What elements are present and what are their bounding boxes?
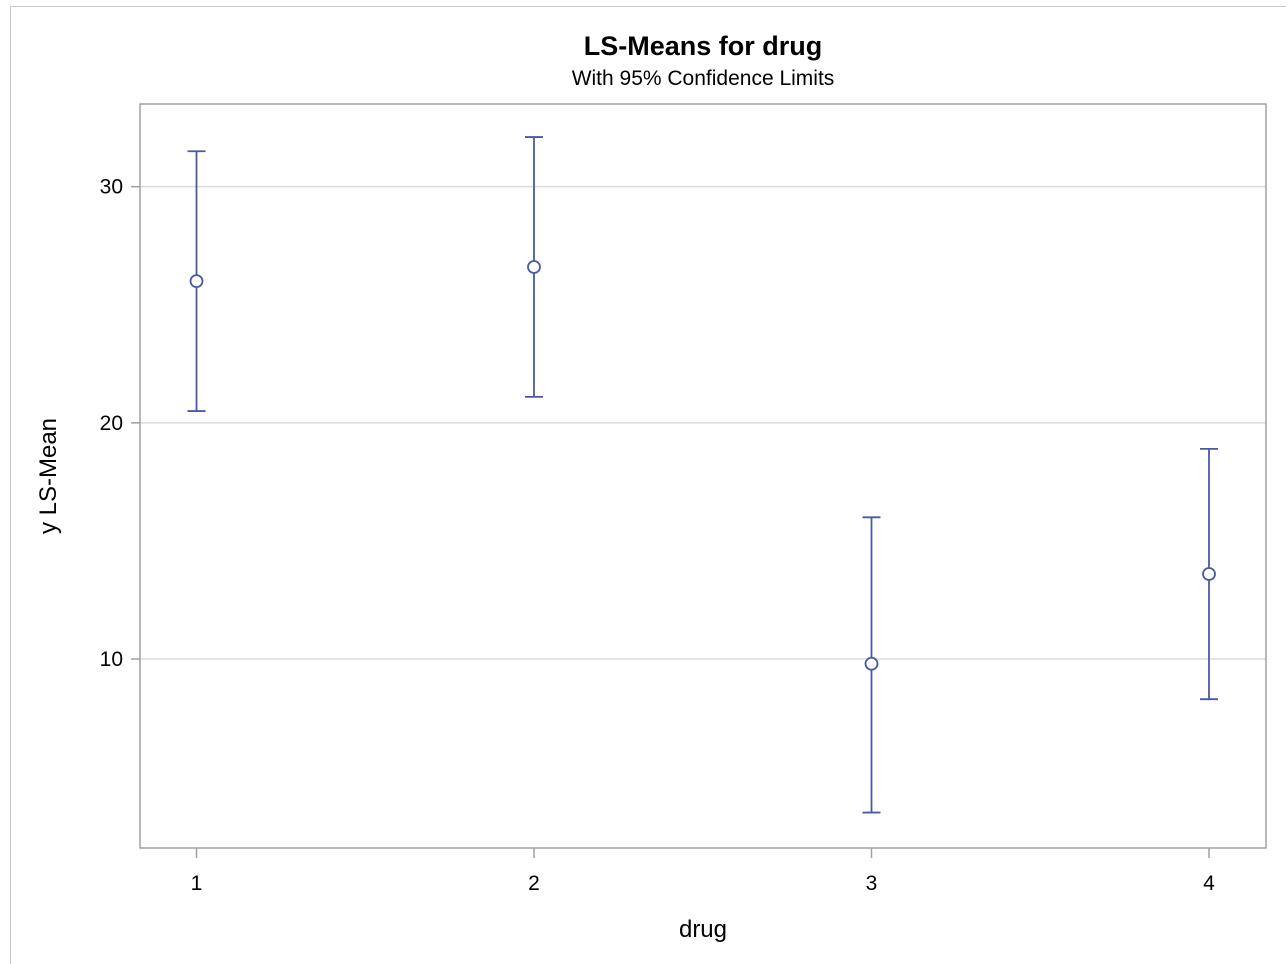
- ls-mean-point: [864, 656, 879, 671]
- data-marks: [187, 136, 1218, 814]
- ls-mean-point: [189, 274, 204, 289]
- chart-subtitle: With 95% Confidence Limits: [572, 67, 835, 90]
- x-tick-label: 3: [866, 872, 878, 895]
- chart-title: LS-Means for drug: [584, 31, 823, 61]
- x-tick-label: 1: [191, 872, 203, 895]
- chart-frame: [10, 6, 1286, 964]
- error-bar-group: [187, 150, 206, 412]
- x-axis: 1 2 3 4: [191, 848, 1215, 895]
- error-bar-group: [525, 136, 543, 398]
- plot-area: [139, 103, 1267, 849]
- ls-mean-point: [527, 260, 541, 274]
- y-tick-label: 30: [100, 176, 123, 199]
- error-bar-group: [1200, 447, 1218, 701]
- y-tick-label: 20: [100, 412, 123, 435]
- ls-mean-point: [1202, 567, 1216, 581]
- grid-lines: [140, 185, 1266, 660]
- x-tick-label: 4: [1203, 872, 1215, 895]
- x-axis-label: drug: [679, 916, 727, 943]
- error-bar-group: [862, 516, 881, 814]
- x-tick-label: 2: [528, 872, 540, 895]
- y-tick-label: 10: [100, 648, 123, 671]
- y-axis-label: y LS-Mean: [35, 418, 62, 534]
- y-axis: 10 20 30: [100, 176, 140, 671]
